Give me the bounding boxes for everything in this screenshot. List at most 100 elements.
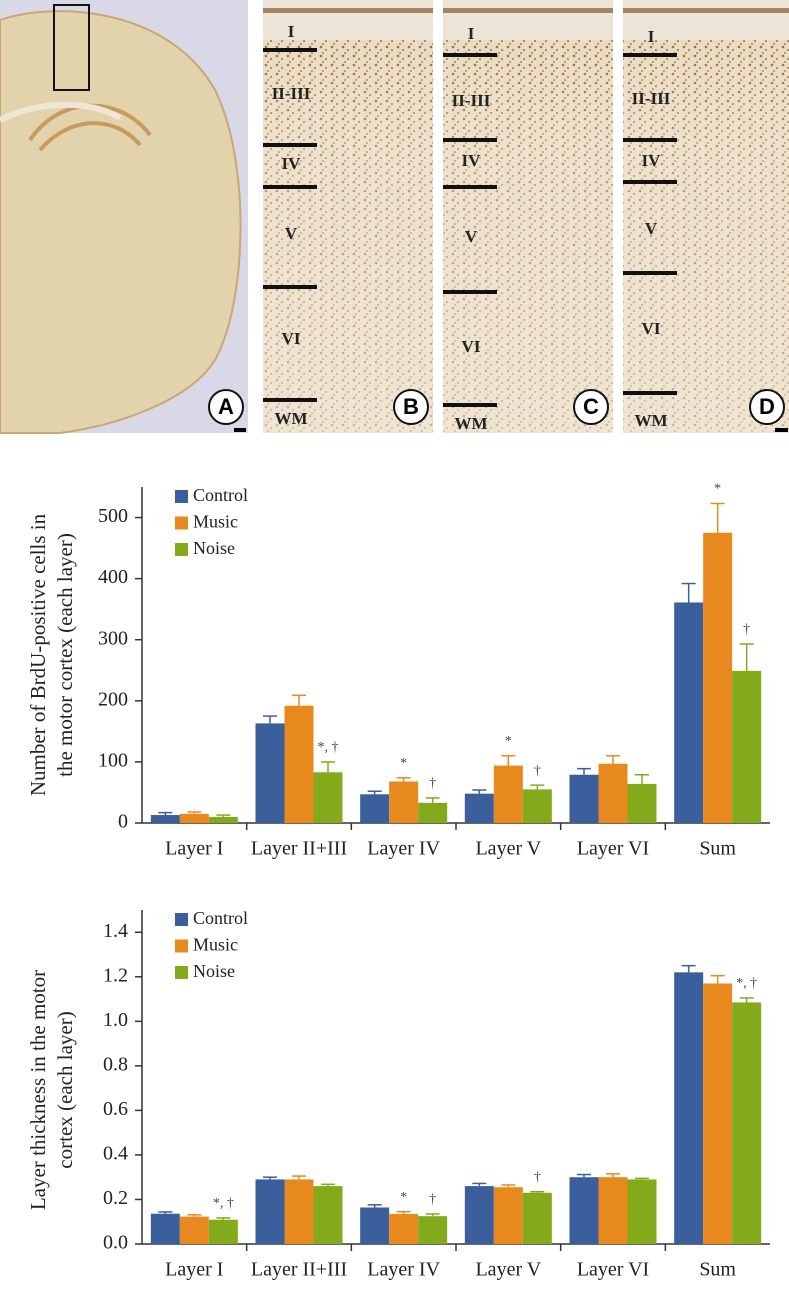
layer-boundary (443, 290, 497, 294)
layer-boundary (263, 285, 317, 289)
layer-boundary (443, 53, 497, 57)
layer-label: V (465, 227, 478, 246)
bar (389, 781, 419, 823)
legend-swatch (175, 516, 188, 530)
layer-boundary (443, 138, 497, 142)
bar (255, 1179, 285, 1244)
layer-label: VI (282, 329, 301, 348)
y-tick-label: 500 (98, 505, 128, 527)
bar (284, 705, 314, 823)
layer-label: WM (454, 414, 487, 433)
x-tick-label: Layer I (165, 838, 223, 860)
bar (360, 794, 390, 823)
legend-swatch (175, 543, 188, 556)
charts: 0 100 200 300 400 500 Number of BrdU-positive … (26, 482, 770, 1281)
layer-boundary (623, 53, 677, 57)
panel-letter-circle (573, 389, 609, 425)
bar (464, 793, 494, 823)
significance-mark: * (714, 482, 721, 497)
bar (464, 1186, 494, 1244)
y-axis-label: Layer thickness in the motor (26, 970, 50, 1210)
layer-boundary (443, 185, 497, 189)
legend-label: Music (193, 512, 238, 532)
bar (493, 1187, 523, 1244)
bar (732, 670, 762, 823)
significance-mark: *, † (213, 1196, 234, 1211)
legend-swatch (175, 490, 188, 503)
layer-label: I (288, 22, 295, 41)
y-tick-label: 0 (118, 811, 128, 833)
bar (522, 789, 552, 823)
scale-bar (234, 428, 246, 432)
layer-label: V (645, 219, 658, 238)
pia (263, 8, 433, 13)
x-tick-label: Layer II+III (251, 838, 347, 860)
significance-mark: † (534, 763, 541, 778)
layer-label: I (648, 27, 655, 46)
panel-letter: B (403, 394, 419, 419)
legend-label: Music (193, 935, 238, 955)
layer-boundary (623, 271, 677, 275)
bar (313, 772, 343, 823)
x-tick-label: Layer I (165, 1259, 223, 1281)
layer-label: II-III (452, 91, 491, 110)
legend-swatch (175, 966, 188, 979)
x-tick-label: Layer V (475, 1259, 541, 1281)
panel-letter: D (759, 394, 775, 419)
significance-mark: * (400, 756, 407, 771)
layer-boundary (263, 185, 317, 189)
bar (703, 983, 733, 1244)
bar (179, 1216, 209, 1244)
pia (443, 8, 613, 13)
panel-letter-circle (393, 389, 429, 425)
x-tick-label: Sum (699, 838, 736, 860)
bar (255, 723, 285, 823)
bar (627, 1179, 657, 1244)
scale-bar (775, 428, 788, 432)
bar (360, 1207, 390, 1244)
layer-boundary (623, 391, 677, 395)
ventricle (0, 101, 122, 123)
y-tick-label: 0.8 (103, 1053, 128, 1075)
layer-one (443, 0, 613, 40)
y-tick-label: 1.4 (103, 920, 128, 942)
x-tick-label: Layer VI (577, 838, 649, 860)
legend-label: Control (193, 908, 248, 928)
x-tick-label: Layer II+III (251, 1259, 347, 1281)
layer-boundary (623, 180, 677, 184)
inset-box (53, 4, 90, 91)
layer-boundary (263, 398, 317, 402)
y-tick-label: 0.0 (103, 1232, 128, 1254)
layer-label: IV (282, 154, 302, 173)
bar (703, 532, 733, 823)
density-fade (443, 0, 613, 433)
layer-label: WM (274, 409, 307, 428)
bar (569, 1177, 599, 1244)
significance-mark: † (429, 776, 436, 791)
panel-letter: C (583, 394, 599, 419)
bar (522, 1192, 552, 1244)
y-tick-label: 100 (98, 750, 128, 772)
y-axis-label: Number of BrdU-positive cells in (26, 513, 50, 796)
bar (150, 1213, 180, 1244)
bar (598, 763, 628, 823)
layer-boundary (263, 48, 317, 52)
x-tick-label: Layer V (475, 838, 541, 860)
brain-section (0, 10, 242, 434)
legend-swatch (175, 913, 188, 926)
significance-mark: † (429, 1192, 436, 1207)
density-fade (623, 0, 789, 433)
layer-label: II-III (272, 84, 311, 103)
pia (623, 8, 789, 13)
layer-one (623, 0, 789, 40)
bar (389, 1213, 419, 1244)
micrographs: A I II-III IV V VI WM B I II-III IV V VI WM C I II-III IV… (0, 0, 789, 434)
layer-boundary (623, 138, 677, 142)
x-tick-label: Layer IV (367, 1259, 440, 1281)
bar (598, 1177, 628, 1244)
legend-swatch (175, 939, 188, 953)
layer-label: V (285, 224, 298, 243)
density-fade (263, 0, 433, 433)
significance-mark: † (743, 622, 750, 637)
